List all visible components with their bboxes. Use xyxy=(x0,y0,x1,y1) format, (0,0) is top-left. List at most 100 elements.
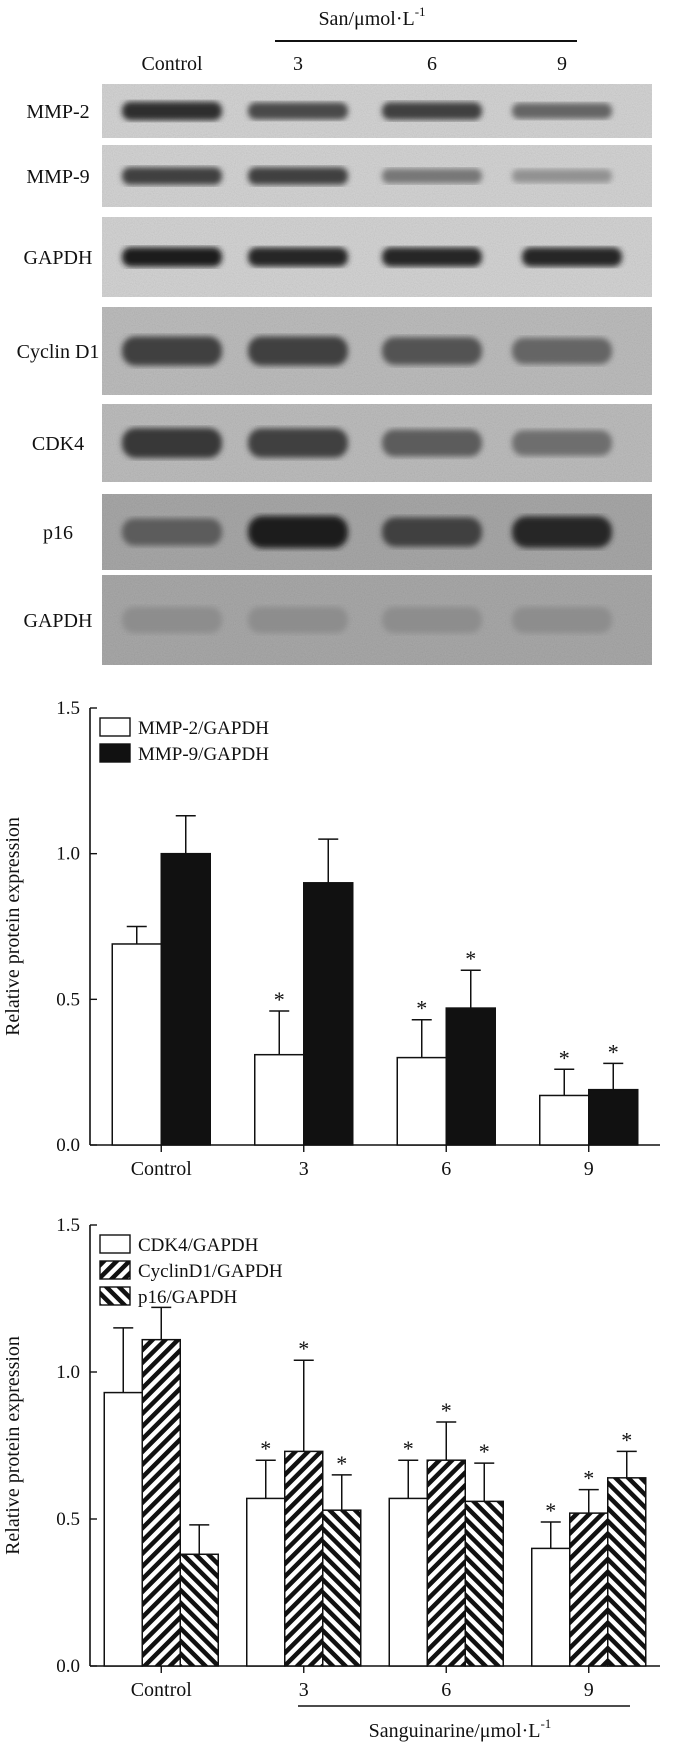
bar xyxy=(303,882,354,1146)
bar xyxy=(141,1338,181,1667)
bar xyxy=(531,1547,571,1667)
legend-swatch xyxy=(99,717,131,737)
blot-band xyxy=(122,518,222,546)
blot-band xyxy=(512,337,612,365)
x-tick-label: Control xyxy=(131,1158,193,1180)
blot-band xyxy=(382,606,482,634)
blot-band xyxy=(522,247,622,267)
bar xyxy=(464,1500,504,1667)
bar xyxy=(246,1497,286,1667)
bar xyxy=(607,1477,647,1667)
blot-band xyxy=(248,428,348,458)
legend-swatch xyxy=(99,743,131,763)
x-tick-label: 3 xyxy=(299,1679,309,1701)
blot-band xyxy=(122,428,222,458)
chart-mmp: 0.0 0.5 1.0 1.5 Relative protein expression C… xyxy=(2,698,660,1180)
x-tick-label: 9 xyxy=(584,1679,594,1701)
blot-row-label: GAPDH xyxy=(24,610,93,632)
legend-label: CDK4/GAPDH xyxy=(138,1235,259,1256)
bar xyxy=(103,1391,143,1667)
blot-band xyxy=(122,101,222,121)
blot-row-label: CDK4 xyxy=(32,433,84,455)
blot-band xyxy=(382,337,482,365)
blot-band xyxy=(248,336,348,366)
bar xyxy=(396,1056,447,1146)
chart-cell-cycle: 0.0 0.5 1.0 1.5 Relative protein expression C… xyxy=(2,1215,660,1742)
blot-row-label: MMP-9 xyxy=(26,166,89,188)
blot-column-label: 9 xyxy=(557,53,567,75)
significance-star: * xyxy=(274,987,285,1012)
blot-band xyxy=(382,102,482,120)
x-tick-label: 3 xyxy=(299,1158,309,1180)
y-tick-label: 0.0 xyxy=(56,1656,80,1677)
bar xyxy=(388,1497,428,1667)
bar xyxy=(111,943,162,1146)
blot-band xyxy=(248,102,348,120)
blot-band xyxy=(382,168,482,184)
y-tick-label: 1.5 xyxy=(56,698,80,719)
significance-star: * xyxy=(465,946,476,971)
bar xyxy=(160,852,211,1146)
bar xyxy=(426,1459,466,1667)
blot-band xyxy=(512,606,612,634)
blot-column-label: 6 xyxy=(427,53,437,75)
bar xyxy=(179,1553,219,1667)
legend-label: MMP-9/GAPDH xyxy=(138,744,269,765)
y-axis-label: Relative protein expression xyxy=(2,817,24,1036)
bar xyxy=(445,1007,496,1146)
blot-row: GAPDH xyxy=(24,217,652,297)
x-axis-label-exponent: -1 xyxy=(540,1716,551,1731)
blot-column-label: 3 xyxy=(293,53,303,75)
blot-row: Cyclin D1 xyxy=(17,307,652,395)
blot-band xyxy=(122,167,222,185)
blot-band xyxy=(248,515,348,549)
x-axis-label-text: Sanguinarine/μmol·L xyxy=(369,1720,541,1742)
blot-band xyxy=(512,516,612,548)
significance-star: * xyxy=(479,1439,490,1464)
significance-star: * xyxy=(608,1039,619,1064)
blot-band xyxy=(122,336,222,366)
significance-star: * xyxy=(559,1045,570,1070)
blot-band xyxy=(248,167,348,185)
legend-label: CyclinD1/GAPDH xyxy=(138,1261,283,1282)
y-tick-label: 1.0 xyxy=(56,1362,80,1383)
x-tick-label: 6 xyxy=(441,1679,451,1701)
y-tick-label: 0.5 xyxy=(56,989,80,1010)
significance-star: * xyxy=(621,1427,632,1452)
x-tick-label: 9 xyxy=(584,1158,594,1180)
blot-treatment-label: San/μmol·L-1 xyxy=(318,4,425,30)
y-tick-label: 0.0 xyxy=(56,1135,80,1156)
y-tick-label: 1.0 xyxy=(56,844,80,865)
blot-row: p16 xyxy=(43,494,652,570)
blot-row-label: Cyclin D1 xyxy=(17,341,100,363)
significance-star: * xyxy=(260,1436,271,1461)
blot-band xyxy=(512,430,612,456)
blot-band xyxy=(382,517,482,547)
significance-star: * xyxy=(545,1498,556,1523)
y-tick-label: 1.5 xyxy=(56,1215,80,1236)
blot-band xyxy=(248,247,348,267)
blot-row: MMP-9 xyxy=(26,145,652,207)
blot-band xyxy=(512,103,612,119)
blot-band xyxy=(122,247,222,267)
blot-column-label: Control xyxy=(141,53,203,75)
bar xyxy=(254,1053,305,1146)
legend-swatch xyxy=(99,1260,131,1280)
bar xyxy=(322,1509,362,1667)
x-axis-label: Sanguinarine/μmol·L-1 xyxy=(369,1716,552,1742)
y-tick-label: 0.5 xyxy=(56,1509,80,1530)
blot-band xyxy=(248,606,348,634)
bar xyxy=(569,1512,609,1667)
bar xyxy=(588,1088,639,1146)
blot-row: GAPDH xyxy=(24,575,652,665)
blot-band xyxy=(382,247,482,267)
significance-star: * xyxy=(403,1436,414,1461)
blot-band xyxy=(512,169,612,183)
blot-row-label: p16 xyxy=(43,522,73,544)
significance-star: * xyxy=(336,1451,347,1476)
significance-star: * xyxy=(416,996,427,1021)
legend-label: p16/GAPDH xyxy=(138,1287,238,1308)
blot-row: CDK4 xyxy=(32,404,652,482)
